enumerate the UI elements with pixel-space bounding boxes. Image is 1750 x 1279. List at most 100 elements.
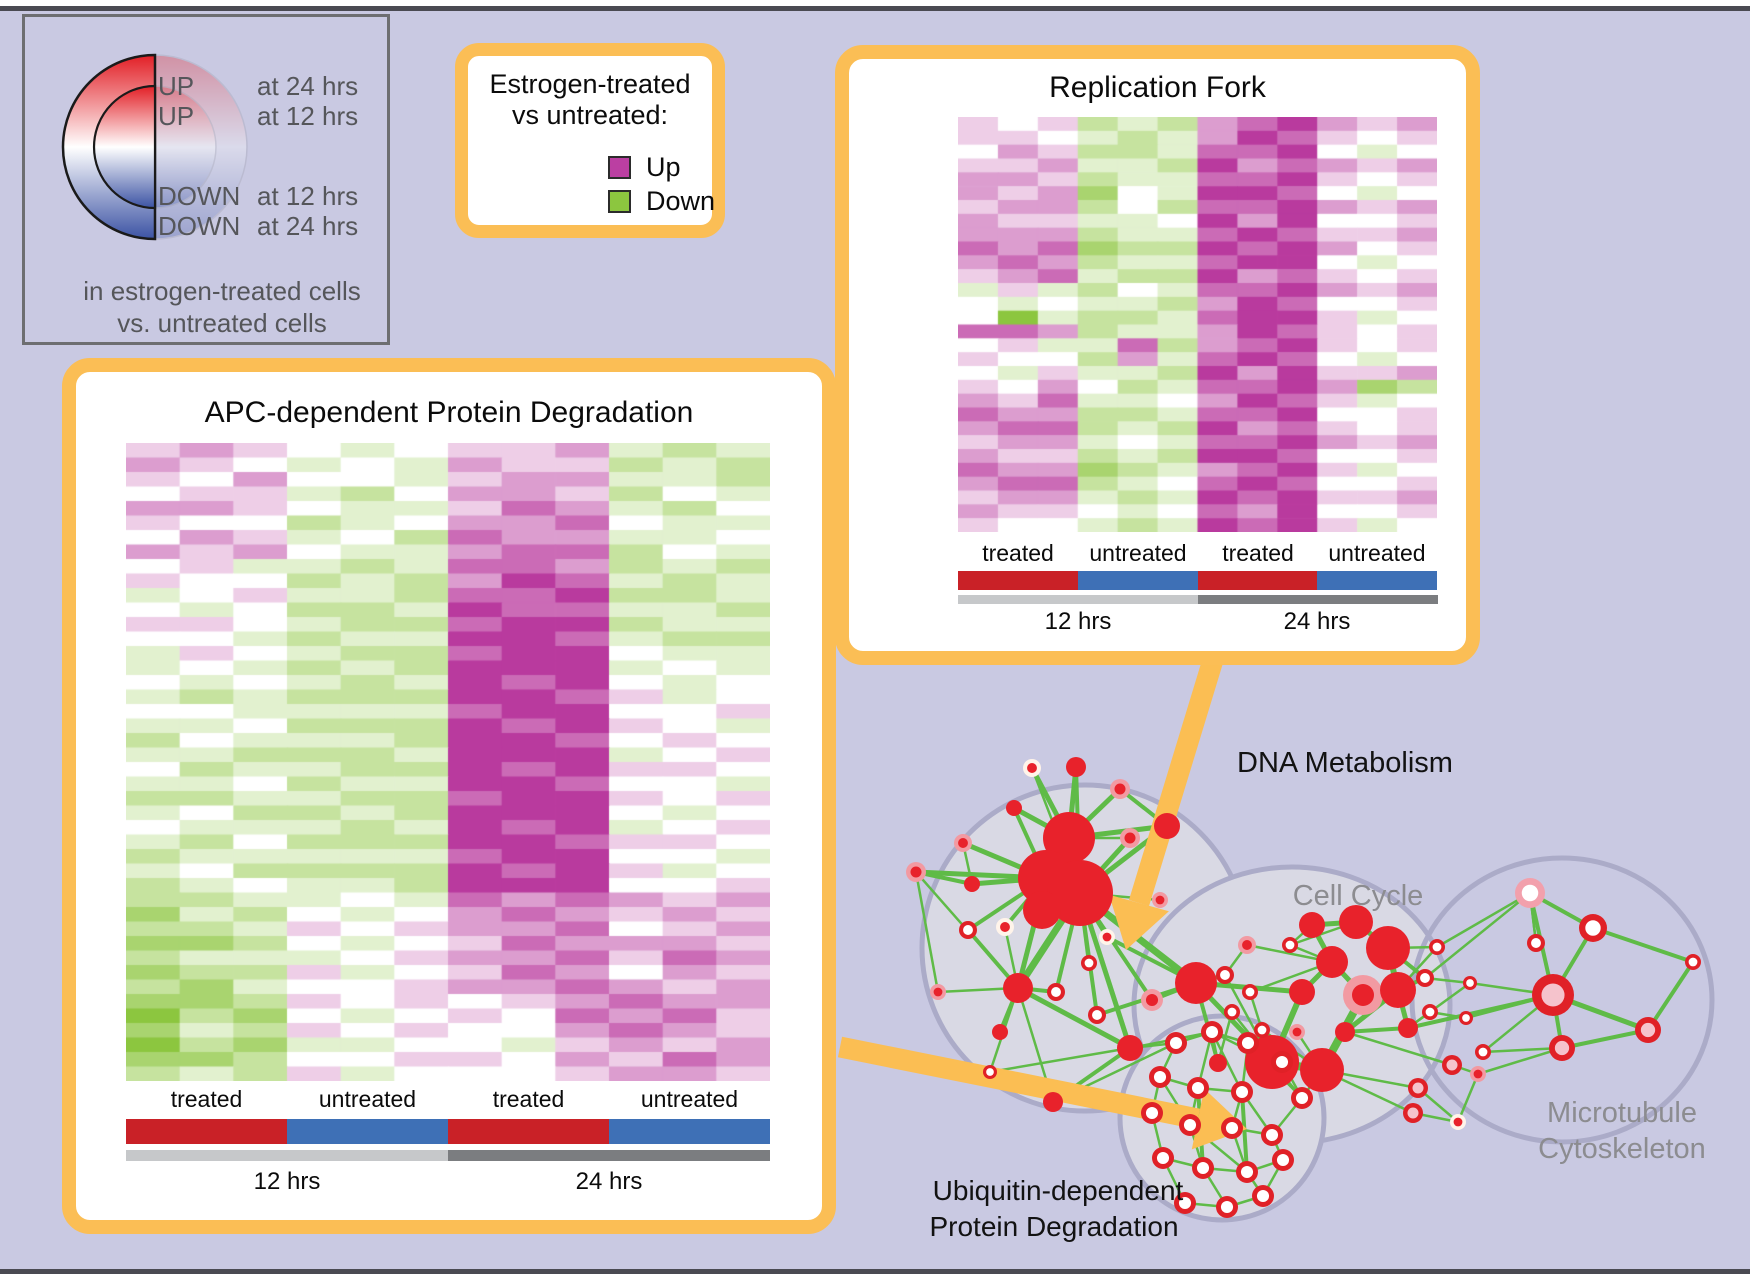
cluster-label-5: Protein Degradation [929, 1211, 1178, 1242]
ring-legend-box: UP at 24 hrs UP at 12 hrs DOWN at 12 hrs… [22, 14, 390, 345]
network-node-core-u11 [1156, 1151, 1170, 1165]
rep-treated-bar-2 [1198, 571, 1318, 590]
network-edge [1003, 926, 1020, 989]
network-edge [1246, 1158, 1284, 1174]
network-edge [1387, 945, 1438, 950]
network-edge [1162, 1156, 1204, 1170]
network-node-core-u0 [1169, 1036, 1183, 1050]
network-edge [1044, 874, 1082, 897]
cluster-circle-ubiquitin-degradation [1117, 1013, 1327, 1223]
ring-time-12: at 12 hrs [257, 101, 358, 131]
network-edge [1295, 1031, 1324, 1071]
network-edge [966, 876, 1048, 932]
network-node-b2 [983, 1065, 997, 1079]
network-node-u14 [1272, 1149, 1294, 1171]
network-edge [1465, 993, 1554, 1020]
network-edge [1395, 989, 1411, 1029]
network-node-d14 [959, 921, 977, 939]
network-node-core-m0 [1521, 884, 1539, 902]
network-node-d2 [1110, 779, 1130, 799]
network-node-core-d2 [1114, 783, 1126, 795]
network-edge [1150, 1076, 1162, 1114]
network-node-d15 [1003, 973, 1033, 1003]
network-edge [1065, 837, 1084, 894]
network-edge [1247, 1042, 1273, 1063]
network-edge [1280, 1061, 1304, 1099]
network-node-core-d16 [1084, 958, 1094, 968]
network-node-core-m9 [1473, 1069, 1483, 1079]
network-node-core-d5 [910, 866, 922, 878]
ring-level-up-12: UP [158, 101, 194, 131]
network-edge [1003, 876, 1048, 929]
network-node-u11 [1152, 1147, 1174, 1169]
network-edge [1016, 985, 1132, 1051]
network-edge [1397, 946, 1438, 991]
network-edge [1529, 891, 1594, 930]
network-node-core-u2 [1241, 1036, 1255, 1050]
network-node-core-d0 [1027, 763, 1037, 773]
network-node-c3 [1316, 946, 1348, 978]
network-node-d10 [1023, 891, 1061, 929]
network-node-core-m2 [1531, 938, 1541, 948]
network-edge [1231, 1011, 1273, 1063]
network-edge [1482, 1046, 1563, 1054]
network-node-core-d27 [1155, 895, 1165, 905]
network-node-core-u1 [1205, 1025, 1219, 1039]
annotation-arrow-head-1 [1109, 894, 1169, 950]
network-node-core-u5 [1191, 1081, 1205, 1095]
rep-group-label-3: treated [1222, 540, 1294, 566]
network-node-u9 [1221, 1117, 1243, 1139]
network-edge [1482, 994, 1554, 1053]
network-edge [1158, 1076, 1192, 1126]
network-node-core-u13 [1240, 1165, 1254, 1179]
network-node-core-c22 [1446, 1059, 1458, 1071]
network-node-d18 [1088, 1006, 1106, 1024]
network-edge [1195, 980, 1303, 995]
ring-caption-line1: in estrogen-treated cells [83, 276, 360, 306]
network-edge [1561, 1028, 1649, 1050]
network-edge [1319, 1030, 1348, 1072]
network-node-m4 [1459, 1011, 1473, 1025]
network-edge [1397, 976, 1426, 992]
network-edge [1029, 766, 1072, 840]
network-node-core-m11 [1688, 957, 1698, 967]
network-node-u8 [1179, 1114, 1201, 1136]
network-edge [1012, 807, 1048, 879]
network-node-core-u9 [1225, 1121, 1239, 1135]
network-node-u2 [1237, 1032, 1259, 1054]
network-edge [989, 1046, 1131, 1074]
network-edge [1201, 1167, 1229, 1208]
cluster-label-4: Ubiquitin-dependent [933, 1175, 1184, 1206]
network-node-core-u10 [1265, 1128, 1279, 1142]
network-node-c14 [1224, 1004, 1240, 1020]
network-node-d1 [1066, 757, 1086, 777]
network-node-d6 [964, 876, 980, 892]
network-node-u15 [1174, 1192, 1196, 1214]
network-edge [914, 871, 940, 993]
network-edge [1015, 891, 1083, 990]
network-node-c10 [1238, 936, 1256, 954]
network-edge [1210, 1031, 1244, 1093]
network-node-d27 [1152, 892, 1168, 908]
network-node-u16 [1216, 1196, 1238, 1218]
network-edge [1161, 1157, 1187, 1204]
apc-24hr-label: 24 hrs [575, 1168, 643, 1195]
network-edge [1289, 924, 1313, 946]
network-edge [1260, 1029, 1274, 1063]
network-edge [1551, 926, 1595, 997]
network-edge [1211, 1030, 1273, 1064]
network-edge [1344, 1030, 1453, 1067]
network-edge [1407, 1010, 1431, 1030]
network-node-core-c12 [1220, 970, 1230, 980]
network-edge [1240, 1091, 1274, 1136]
network-node-c0 [1299, 912, 1325, 938]
network-node-core-d14 [963, 925, 973, 935]
network-edge [988, 987, 1020, 1073]
network-node-core-d19 [1145, 993, 1159, 1007]
ring-level-down-24: DOWN [158, 211, 240, 241]
network-edge [1230, 1127, 1249, 1173]
network-edge [1074, 766, 1082, 894]
updown-legend-box: Estrogen-treated vs untreated: Up Down [455, 43, 725, 238]
network-node-u13 [1236, 1161, 1258, 1183]
network-edge [971, 875, 1047, 887]
